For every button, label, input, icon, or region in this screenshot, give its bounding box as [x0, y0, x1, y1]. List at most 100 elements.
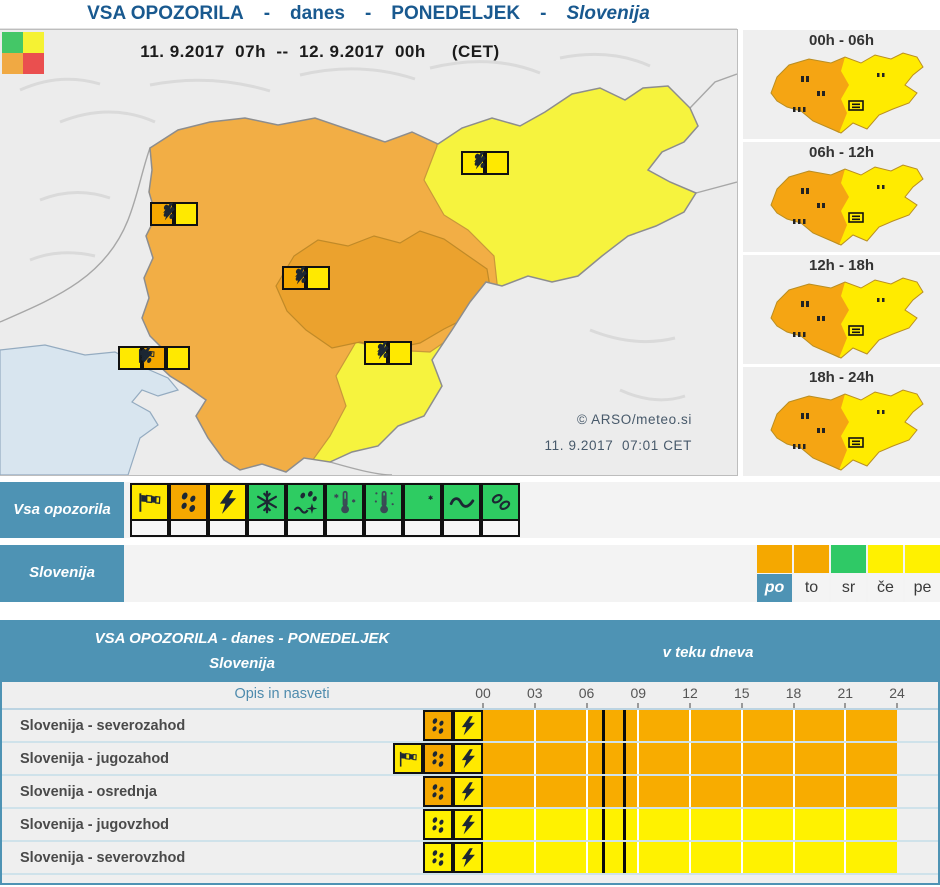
table-subheader: Opis in nasveti 00 03 06 09 12 15 18 21 24 [2, 682, 938, 710]
mini-map-time-range: 00h - 06h [808, 32, 875, 49]
time-slice-mini-maps: 00h - 06h [743, 30, 940, 476]
day-cell-po[interactable]: po [757, 545, 792, 602]
mini-se-warning-box [847, 324, 864, 336]
day-warning-swatch [831, 545, 866, 573]
day-cell-sr[interactable]: sr [831, 545, 866, 602]
warning-table-row[interactable]: Slovenija - osrednja [2, 776, 938, 809]
bar-gridline [533, 809, 536, 840]
mini-map-panel[interactable]: 06h - 12h [743, 142, 940, 252]
bar-gridline [637, 776, 640, 807]
time-marker [602, 776, 606, 807]
frost-warning-type-cell[interactable] [403, 483, 442, 537]
snow-warning-icon [249, 485, 284, 521]
bar-gridline [585, 842, 588, 873]
snow-warning-type-cell[interactable] [247, 483, 286, 537]
mini-slovenia-map [769, 276, 924, 359]
bar-gridline [533, 842, 536, 873]
empty-value-cell [483, 521, 518, 535]
bar-gridline [844, 842, 847, 873]
row-warning-icons [423, 809, 483, 840]
wind-warning-icon [118, 346, 142, 370]
bar-gridline [792, 710, 795, 741]
bar-gridline [689, 710, 691, 741]
legend-red-swatch [23, 53, 44, 74]
mini-map-time-range: 12h - 18h [808, 256, 875, 274]
row-region-label[interactable]: Slovenija - jugozahod [20, 750, 170, 767]
mini-slovenia-map [769, 389, 924, 471]
heat-warning-type-cell[interactable] [364, 483, 403, 537]
warning-table-row[interactable]: Slovenija - severozahod [2, 710, 938, 743]
wind-warning-type-cell[interactable] [130, 483, 169, 537]
mini-map-panel[interactable]: 18h - 24h [743, 366, 940, 476]
title-region: Slovenija [566, 3, 650, 24]
region-label-text: Slovenija [29, 564, 95, 582]
thunderstorm-warning-icon [453, 710, 483, 741]
table-header: VSA OPOZORILA - danes - PONEDELJEK Slove… [2, 622, 938, 682]
day-cell-to[interactable]: to [794, 545, 829, 602]
bar-gridline [637, 842, 640, 873]
thunderstorm-warning-icon [388, 341, 412, 365]
hour-tick [637, 703, 640, 708]
time-marker [622, 743, 626, 774]
mini-map-panel[interactable]: 00h - 06h [743, 30, 940, 140]
rain-warning-type-cell[interactable] [169, 483, 208, 537]
day-cell-pe[interactable]: pe [905, 545, 940, 602]
hour-tick [482, 703, 484, 708]
bar-gridline [637, 809, 640, 840]
bar-gridline [792, 743, 795, 774]
bar-gridline [689, 842, 691, 873]
warning-table-row[interactable]: Slovenija - jugovzhod [2, 809, 938, 842]
day-label: pe [905, 574, 940, 602]
empty-value-cell [444, 521, 479, 535]
ice-warning-type-cell[interactable] [481, 483, 520, 537]
mini-slovenia-map [769, 52, 924, 134]
mini-warning-marks [792, 297, 884, 337]
thunderstorm-warning-type-cell[interactable] [208, 483, 247, 537]
map-credit: © ARSO/meteo.si [577, 412, 692, 427]
day-cell-če[interactable]: če [868, 545, 903, 602]
time-marker [602, 842, 606, 873]
region-label: Slovenija [0, 545, 124, 602]
row-region-label[interactable]: Slovenija - severozahod [20, 717, 186, 734]
wind-warning-icon [393, 743, 423, 774]
warning-table-row[interactable]: Slovenija - severovzhod [2, 842, 938, 875]
empty-value-cell [288, 521, 323, 535]
mini-warning-marks [792, 409, 884, 449]
bar-gridline [740, 710, 743, 741]
row-region-label[interactable]: Slovenija - osrednja [20, 783, 157, 800]
ice-warning-icon [483, 485, 518, 521]
day-label: po [757, 574, 792, 602]
mini-map-time-range: 06h - 12h [808, 144, 875, 162]
bar-gridline [533, 776, 536, 807]
time-marker [622, 710, 626, 741]
cold-warning-icon [327, 485, 362, 521]
legend-green-swatch [2, 32, 23, 53]
all-warnings-label: Vsa opozorila [0, 482, 124, 538]
warnings-table: VSA OPOZORILA - danes - PONEDELJEK Slove… [0, 620, 940, 885]
mini-se-warning-box [847, 100, 864, 111]
sea-warning-type-cell[interactable] [442, 483, 481, 537]
title-dash: - [263, 3, 271, 24]
day-label: to [794, 574, 829, 602]
row-region-label[interactable]: Slovenija - jugovzhod [20, 816, 170, 833]
title-weekday: PONEDELJEK [391, 3, 521, 24]
warning-table-row[interactable]: Slovenija - jugozahod [2, 743, 938, 776]
snow-drift-warning-type-cell[interactable] [286, 483, 325, 537]
rain-warning-icon [423, 842, 453, 873]
row-region-label[interactable]: Slovenija - severovzhod [20, 849, 186, 866]
hour-tick [689, 703, 691, 708]
title-all-warnings: VSA OPOZORILA [87, 3, 244, 24]
bar-gridline [740, 743, 743, 774]
thunderstorm-warning-icon [453, 809, 483, 840]
mini-slovenia-map [769, 164, 924, 246]
warning-timeline-bar [483, 710, 897, 741]
bar-gridline [637, 710, 640, 741]
mini-map-panel[interactable]: 12h - 18h [743, 254, 940, 364]
time-marker [622, 776, 626, 807]
hour-tick [533, 703, 536, 708]
thunderstorm-warning-icon [453, 743, 483, 774]
cold-warning-type-cell[interactable] [325, 483, 364, 537]
thunderstorm-warning-icon [453, 842, 483, 873]
row-warning-icons [393, 743, 483, 774]
